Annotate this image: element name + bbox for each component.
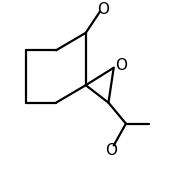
Text: O: O: [105, 143, 117, 158]
Text: O: O: [97, 2, 109, 17]
Text: O: O: [116, 58, 128, 73]
